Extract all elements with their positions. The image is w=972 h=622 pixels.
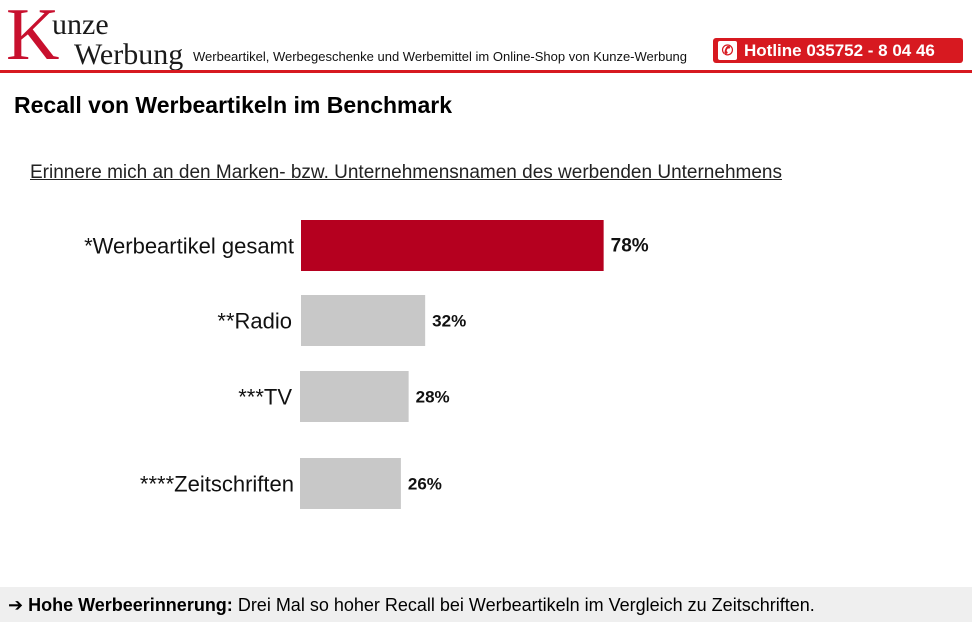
hotline-badge[interactable]: ✆ Hotline 035752 - 8 04 46 [713, 38, 963, 63]
header-divider [0, 70, 972, 73]
value-label-1: 78% [611, 236, 649, 257]
footer-text: ➔ Hohe Werbeerinnerung: Drei Mal so hohe… [8, 595, 815, 616]
bar-3 [300, 371, 409, 422]
category-label-3: ***TV [238, 385, 292, 410]
chart-subtitle: Erinnere mich an den Marken- bzw. Untern… [30, 162, 782, 183]
bar-1 [301, 220, 604, 271]
logo-line1: unze [52, 8, 109, 41]
tagline: Werbeartikel, Werbegeschenke und Werbemi… [193, 49, 688, 64]
footer-banner: ➔ Hohe Werbeerinnerung: Drei Mal so hohe… [0, 587, 972, 622]
bar-4 [300, 458, 401, 509]
footer-highlight: Hohe Werbeerinnerung: [28, 595, 233, 615]
value-label-2: 32% [432, 312, 466, 331]
bar-2 [301, 295, 426, 346]
arrow-icon: ➔ [8, 595, 24, 615]
footer-statement: Drei Mal so hoher Recall bei Werbeartike… [232, 595, 815, 615]
logo-line2: Werbung [74, 38, 184, 71]
category-label-4: ****Zeitschriften [140, 472, 294, 497]
category-label-2: **Radio [217, 309, 292, 334]
phone-icon: ✆ [718, 41, 737, 60]
category-label-1: *Werbeartikel gesamt [84, 234, 294, 259]
value-label-4: 26% [408, 475, 442, 494]
value-label-3: 28% [416, 388, 450, 407]
header: K unze Werbung Werbeartikel, Werbegesche… [0, 0, 972, 76]
page-title: Recall von Werbeartikeln im Benchmark [14, 92, 453, 118]
hotline-text: Hotline 035752 - 8 04 46 [744, 41, 935, 60]
logo-initial: K [6, 0, 60, 76]
